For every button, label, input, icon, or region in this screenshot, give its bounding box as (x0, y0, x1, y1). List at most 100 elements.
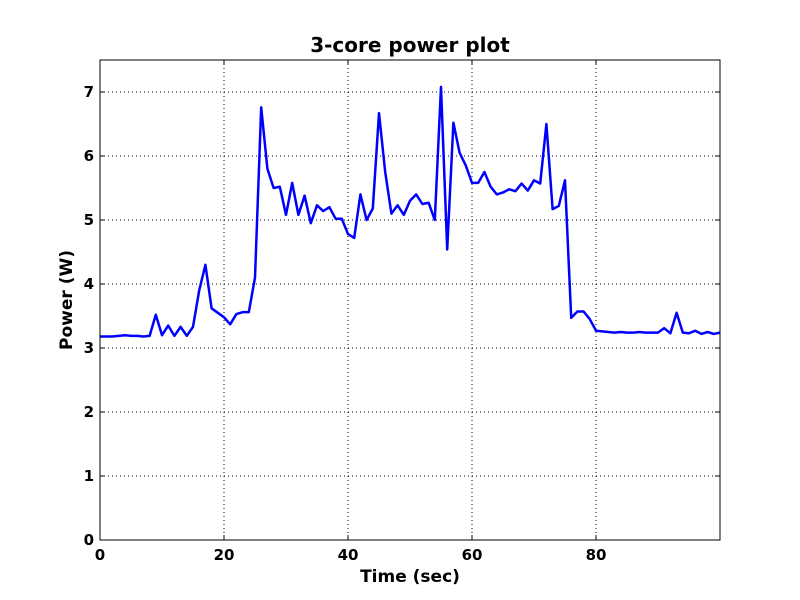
data-point (180, 326, 182, 328)
data-point (421, 203, 423, 205)
plot-frame (99, 59, 721, 541)
data-point (254, 277, 256, 279)
data-point (502, 191, 504, 194)
data-point (700, 333, 703, 335)
data-point (477, 182, 479, 184)
data-point (446, 248, 448, 251)
series-group (99, 85, 721, 338)
data-point (204, 264, 206, 266)
data-point (527, 189, 529, 192)
data-point (173, 335, 175, 337)
y-tick-label: 3 (84, 339, 94, 357)
data-point (223, 316, 225, 318)
data-point (626, 332, 628, 334)
data-point (614, 332, 616, 334)
tick-labels: 0 20 40 60 80 0 1 2 3 4 5 6 7 (84, 83, 607, 564)
data-point (211, 307, 213, 309)
data-point (558, 205, 560, 207)
data-point (111, 335, 113, 338)
x-tick-label: 40 (338, 546, 359, 564)
data-point (583, 310, 585, 313)
data-point (663, 327, 665, 329)
data-point (459, 152, 461, 154)
data-point (657, 332, 659, 334)
data-point (688, 332, 690, 334)
data-point (570, 317, 572, 319)
data-point (607, 331, 610, 333)
data-point (471, 182, 473, 184)
data-point (322, 210, 324, 212)
data-point (409, 200, 411, 202)
data-point (273, 187, 275, 189)
y-tick-label: 1 (84, 467, 94, 485)
data-point (545, 123, 548, 125)
x-tick-label: 0 (95, 546, 105, 564)
data-point (279, 186, 281, 188)
x-tick-label: 20 (214, 546, 235, 564)
data-point (576, 310, 579, 313)
y-tick-label: 4 (84, 275, 94, 293)
data-point (130, 335, 132, 337)
data-point (638, 331, 641, 333)
data-point (335, 218, 337, 220)
data-point (397, 204, 399, 206)
data-point (589, 318, 591, 320)
data-point (595, 330, 597, 332)
data-point (304, 195, 306, 197)
data-point (620, 331, 622, 333)
x-tick-label: 60 (462, 546, 483, 564)
data-point (161, 334, 163, 336)
data-point (297, 214, 299, 216)
data-point (266, 168, 268, 170)
data-point (248, 311, 250, 313)
data-point (118, 335, 120, 337)
data-point (403, 214, 405, 216)
data-point (632, 332, 634, 334)
data-point (260, 106, 262, 108)
data-point (508, 188, 510, 190)
data-point (552, 208, 554, 210)
data-point (186, 335, 188, 337)
data-point (694, 330, 696, 332)
plot-area (100, 60, 720, 540)
data-point (465, 165, 467, 167)
data-point (415, 193, 417, 195)
data-point (645, 332, 647, 334)
y-tick-label: 2 (84, 403, 94, 421)
y-tick-label: 0 (84, 531, 94, 549)
x-tick-label: 80 (586, 546, 607, 564)
grid (99, 60, 720, 541)
data-point (384, 171, 386, 173)
data-point (651, 332, 653, 334)
data-point (155, 314, 157, 316)
data-point (353, 237, 355, 239)
y-tick-label: 5 (84, 211, 94, 229)
data-point (514, 190, 517, 192)
data-point (483, 171, 485, 173)
data-point (105, 335, 107, 338)
data-point (235, 313, 237, 315)
y-tick-label: 7 (84, 83, 94, 101)
data-point (390, 213, 392, 215)
data-point (359, 193, 361, 195)
data-point (341, 218, 343, 220)
data-point (564, 179, 566, 181)
data-point (310, 222, 312, 224)
data-point (142, 335, 144, 338)
data-point (428, 202, 430, 204)
data-point (539, 182, 541, 185)
data-point (285, 214, 287, 216)
data-point (229, 323, 231, 325)
data-point (366, 219, 368, 221)
data-point (372, 207, 374, 210)
data-point (328, 206, 330, 208)
data-point (198, 289, 200, 291)
data-point (291, 182, 293, 184)
x-axis-label: Time (sec) (360, 567, 460, 587)
data-point (316, 204, 318, 206)
chart-title: 3-core power plot (310, 33, 510, 57)
data-point (124, 334, 126, 336)
y-tick-label: 6 (84, 147, 94, 165)
data-point (676, 312, 678, 314)
